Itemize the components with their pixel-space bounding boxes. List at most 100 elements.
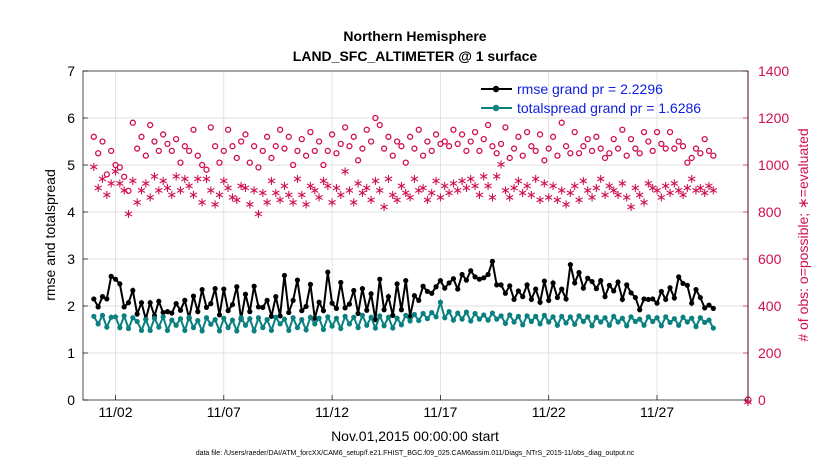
evaluated-point: ∗ xyxy=(539,176,550,191)
possible-point xyxy=(108,147,115,155)
data-point xyxy=(177,316,184,322)
data-file-note: data file: /Users/raeder/DAI/ATM_forcXX/… xyxy=(195,450,635,457)
evaluated-point: ∗ xyxy=(500,184,511,199)
possible-point xyxy=(276,126,284,133)
data-point xyxy=(173,322,179,328)
evaluated-point: ∗ xyxy=(236,179,247,194)
data-point xyxy=(156,298,162,304)
data-point xyxy=(385,314,392,320)
possible-point xyxy=(315,138,323,145)
possible-point xyxy=(134,145,141,152)
evaluated-point: ∗ xyxy=(660,179,671,194)
data-point xyxy=(502,290,508,296)
data-point xyxy=(498,313,504,319)
data-point xyxy=(247,309,253,315)
data-point xyxy=(450,276,457,282)
possible-point xyxy=(242,131,249,138)
data-point xyxy=(589,278,595,285)
data-point xyxy=(390,325,396,331)
y-axis-left-label: rmse and totalspread xyxy=(42,169,58,301)
possible-point xyxy=(168,147,175,155)
data-point xyxy=(320,326,327,333)
y-axis-right-label: # of obs: o=possible; ∗=evaluated xyxy=(795,128,811,341)
data-point xyxy=(216,312,223,318)
evaluated-point: ∗ xyxy=(678,188,689,203)
possible-point xyxy=(588,147,596,155)
evaluated-point: ∗ xyxy=(244,198,255,213)
data-point xyxy=(546,297,552,303)
evaluated-point: ∗ xyxy=(530,172,541,187)
data-point xyxy=(238,315,244,321)
evaluated-point: ∗ xyxy=(192,172,203,187)
possible-point xyxy=(207,124,214,131)
possible-point xyxy=(393,138,401,145)
evaluated-point: ∗ xyxy=(327,195,338,210)
evaluated-point: ∗ xyxy=(292,172,303,187)
data-point xyxy=(117,325,123,331)
data-point xyxy=(221,286,227,292)
evaluated-point: ∗ xyxy=(361,181,372,196)
data-point xyxy=(130,287,136,294)
possible-point xyxy=(125,187,132,195)
possible-point xyxy=(294,147,301,155)
data-point xyxy=(325,269,331,275)
data-point xyxy=(576,313,582,319)
possible-point xyxy=(146,121,154,129)
evaluated-point: ∗ xyxy=(474,188,485,203)
evaluated-point: ∗ xyxy=(114,176,125,191)
evaluated-point: ∗ xyxy=(565,186,576,201)
possible-point xyxy=(467,138,474,145)
evaluated-point: ∗ xyxy=(665,186,676,201)
data-point xyxy=(134,311,140,317)
evaluated-point-zero: ∗ xyxy=(743,395,754,410)
data-point xyxy=(420,310,426,317)
y-left-tick-label: 5 xyxy=(67,157,75,173)
possible-point xyxy=(675,138,682,145)
data-point xyxy=(537,321,543,327)
data-point xyxy=(351,287,357,294)
possible-point xyxy=(372,114,379,122)
possible-point xyxy=(229,143,236,150)
evaluated-point: ∗ xyxy=(418,181,429,196)
data-point xyxy=(199,286,205,293)
data-point xyxy=(164,327,171,334)
possible-point xyxy=(350,133,357,140)
data-point xyxy=(199,328,205,334)
possible-point xyxy=(398,143,405,150)
data-point xyxy=(273,314,279,320)
possible-point xyxy=(220,147,227,155)
possible-point xyxy=(354,157,362,164)
possible-point xyxy=(95,150,102,157)
data-point xyxy=(242,291,249,297)
data-point xyxy=(398,322,405,328)
data-point xyxy=(403,278,409,284)
data-point xyxy=(117,281,123,287)
possible-point xyxy=(380,145,388,152)
possible-point xyxy=(584,135,591,143)
possible-point xyxy=(463,147,470,155)
evaluated-point: ∗ xyxy=(93,181,104,196)
data-point xyxy=(684,282,690,288)
evaluated-point: ∗ xyxy=(218,174,229,189)
data-point xyxy=(437,278,444,284)
evaluated-point: ∗ xyxy=(214,188,225,203)
data-point xyxy=(533,286,539,292)
possible-point xyxy=(216,159,223,166)
evaluated-point: ∗ xyxy=(370,174,381,189)
possible-point xyxy=(623,152,630,159)
evaluated-point: ∗ xyxy=(617,176,628,191)
evaluated-point: ∗ xyxy=(188,188,199,203)
x-axis-label: Nov.01,2015 00:00:00 start xyxy=(331,428,499,444)
evaluated-point: ∗ xyxy=(392,193,403,208)
data-point xyxy=(312,321,318,327)
data-point xyxy=(706,302,712,308)
possible-point xyxy=(172,135,180,143)
data-point xyxy=(125,325,132,332)
data-point xyxy=(338,325,344,332)
data-point xyxy=(446,309,452,315)
data-point xyxy=(654,315,660,321)
possible-point xyxy=(129,119,136,126)
evaluated-point: ∗ xyxy=(630,181,641,196)
y-right-tick-label: 800 xyxy=(758,204,782,220)
data-point xyxy=(394,281,400,287)
